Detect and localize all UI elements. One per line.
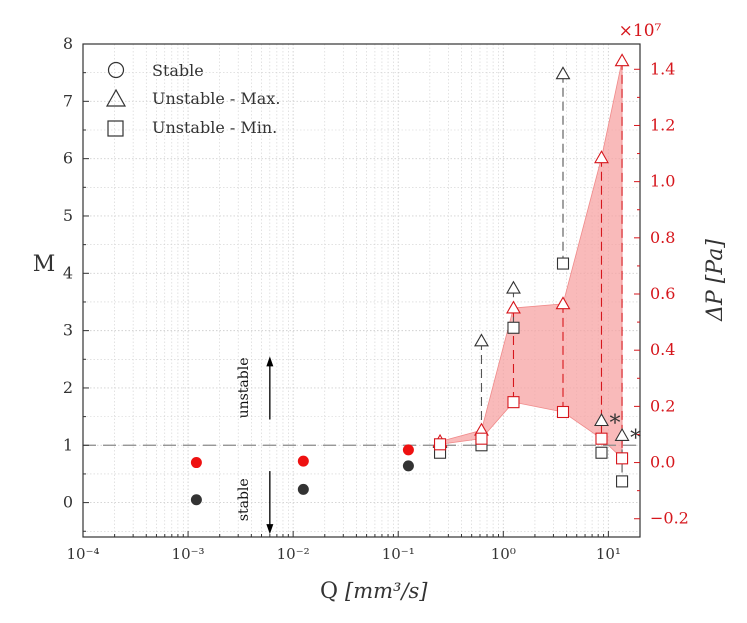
dp-unstable-max-point bbox=[614, 53, 630, 67]
dp-stable-point bbox=[297, 455, 309, 467]
y-left-tick-label: 7 bbox=[63, 91, 73, 110]
x-tick-label: 10⁰ bbox=[491, 545, 516, 563]
legend-label-stable: Stable bbox=[152, 61, 204, 80]
dp-unstable-min-point bbox=[507, 396, 520, 409]
plot-frame bbox=[82, 43, 641, 538]
y-right-tick-label: 0.6 bbox=[650, 284, 675, 303]
legend-triangle-icon bbox=[105, 88, 127, 107]
y-left-tick-label: 0 bbox=[63, 493, 73, 512]
m-stable-point bbox=[402, 460, 414, 472]
dp-unstable-min-point bbox=[595, 432, 608, 445]
dp-unstable-max-point bbox=[594, 150, 609, 164]
unstable-region-label: unstable bbox=[236, 357, 252, 418]
m-unstable-min-point bbox=[595, 446, 608, 459]
m-stable-point bbox=[190, 494, 202, 506]
legend-square-icon bbox=[107, 120, 124, 137]
y-right-tick-label: 1.4 bbox=[650, 59, 675, 78]
y-left-tick-label: 8 bbox=[63, 34, 73, 53]
annotation-layer: ** bbox=[266, 356, 641, 535]
axes: 10⁻⁴ 10⁻³ 10⁻² 10⁻¹ 10⁰ 10¹ 0 1 2 3 4 5 6 7 8 −0.2 0.0 0.… bbox=[63, 34, 689, 563]
legend-circle-icon bbox=[107, 61, 125, 79]
stable-region-label: stable bbox=[236, 478, 252, 521]
m-unstable-max-point bbox=[555, 66, 571, 80]
stable-arrow-head-icon bbox=[266, 524, 274, 535]
x-tick-label: 10⁻³ bbox=[172, 545, 205, 563]
x-tick-label: 10⁻¹ bbox=[382, 545, 415, 563]
y-left-tick-label: 3 bbox=[63, 321, 73, 340]
y-left-tick-label: 1 bbox=[63, 435, 73, 454]
y-left-tick-label: 2 bbox=[63, 378, 73, 397]
m-unstable-max-point bbox=[594, 413, 609, 427]
x-tick-label: 10⁻² bbox=[277, 545, 310, 563]
m-unstable-min-point bbox=[507, 321, 520, 334]
marker-layer bbox=[190, 53, 630, 506]
x-axis-label-main: Q bbox=[320, 579, 338, 604]
m-unstable-max-point bbox=[474, 333, 489, 347]
y-left-tick-label: 5 bbox=[63, 206, 73, 225]
m-unstable-max-point bbox=[614, 427, 630, 441]
dp-unstable-min-point bbox=[616, 452, 629, 465]
asterisk-marker: * bbox=[609, 412, 620, 437]
unstable-arrow-head-icon bbox=[266, 356, 274, 367]
m-unstable-min-point bbox=[556, 257, 570, 270]
dp-unstable-min-point bbox=[475, 432, 488, 445]
y-right-tick-label: 1.2 bbox=[650, 115, 675, 134]
grid bbox=[82, 43, 641, 537]
y-right-tick-label: 1.0 bbox=[650, 172, 675, 191]
dp-stable-point bbox=[402, 444, 414, 456]
x-axis-label-unit: [mm³/s] bbox=[345, 579, 428, 603]
y-right-tick-label: −0.2 bbox=[650, 509, 689, 528]
x-tick-label: 10¹ bbox=[596, 545, 621, 563]
dp-unstable-min-point bbox=[556, 405, 570, 419]
x-tick-label: 10⁻⁴ bbox=[66, 545, 99, 563]
dp-unstable-max-point bbox=[555, 296, 571, 310]
y-left-tick-label: 6 bbox=[63, 149, 73, 168]
y-right-tick-label: 0.0 bbox=[650, 453, 675, 472]
legend-label-unstable-min: Unstable - Min. bbox=[152, 118, 277, 137]
legend-label-unstable-max: Unstable - Max. bbox=[152, 89, 280, 108]
dp-stable-point bbox=[190, 457, 202, 469]
dp-unstable-min-point bbox=[433, 438, 447, 451]
y-axis-left-label: M bbox=[33, 252, 56, 277]
m-unstable-min-point bbox=[616, 475, 629, 488]
m-unstable-max-point bbox=[506, 280, 521, 294]
y-right-tick-label: 0.4 bbox=[650, 340, 675, 359]
m-stable-point bbox=[297, 483, 309, 495]
asterisk-marker: * bbox=[630, 427, 641, 452]
y-left-tick-label: 4 bbox=[63, 263, 73, 282]
right-axis-multiplier: ×10⁷ bbox=[619, 21, 662, 41]
y-right-tick-label: 0.8 bbox=[650, 228, 675, 247]
y-axis-right-label: ΔP [Pa] bbox=[703, 239, 728, 322]
legend: Stable Unstable - Max. Unstable - Min. bbox=[105, 61, 280, 137]
dp-unstable-max-point bbox=[506, 300, 521, 314]
y-right-tick-label: 0.2 bbox=[650, 396, 675, 415]
plot-area bbox=[83, 44, 640, 537]
